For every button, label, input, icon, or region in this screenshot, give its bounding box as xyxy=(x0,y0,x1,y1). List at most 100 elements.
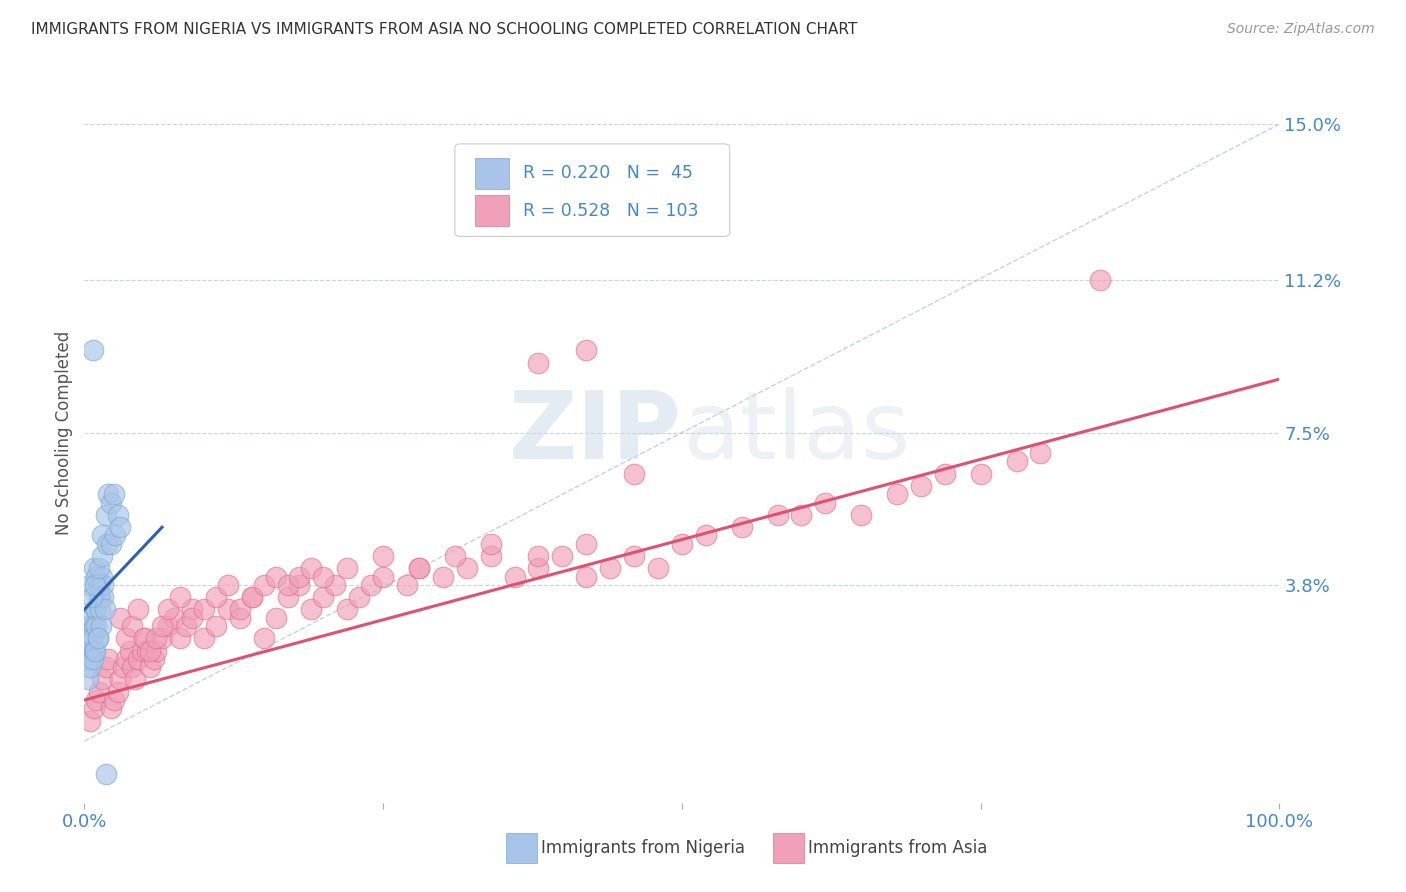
Point xyxy=(312,590,335,604)
Point xyxy=(373,569,395,583)
Point xyxy=(814,495,837,509)
Point xyxy=(205,619,228,633)
Point xyxy=(82,343,104,358)
Point xyxy=(121,619,143,633)
Point xyxy=(886,487,908,501)
Point xyxy=(623,549,645,563)
Point xyxy=(240,590,263,604)
Point xyxy=(288,569,311,583)
Point xyxy=(83,619,105,633)
Point xyxy=(336,602,359,616)
Point xyxy=(82,632,104,646)
Point xyxy=(83,561,105,575)
Point xyxy=(93,602,115,616)
Point xyxy=(86,693,108,707)
Point xyxy=(86,619,108,633)
Point xyxy=(312,569,335,583)
Point xyxy=(91,673,114,687)
Point xyxy=(551,549,574,563)
Point xyxy=(94,508,117,522)
Point xyxy=(89,602,111,616)
Point xyxy=(104,528,127,542)
Point xyxy=(349,590,371,604)
Point xyxy=(253,578,276,592)
Point xyxy=(127,652,149,666)
Point xyxy=(575,536,598,550)
Point xyxy=(229,611,252,625)
Point xyxy=(163,611,186,625)
Point xyxy=(145,643,167,657)
Point xyxy=(100,495,122,509)
Point xyxy=(103,487,125,501)
Point xyxy=(934,467,956,481)
Text: atlas: atlas xyxy=(682,386,910,479)
Text: Immigrants from Asia: Immigrants from Asia xyxy=(808,839,988,857)
Point xyxy=(100,536,122,550)
Point xyxy=(111,660,134,674)
Point xyxy=(599,561,621,575)
Point xyxy=(121,660,143,674)
Point xyxy=(766,508,789,522)
Point xyxy=(277,578,299,592)
Point xyxy=(527,561,550,575)
Point xyxy=(157,602,180,616)
Point xyxy=(110,673,132,687)
Point xyxy=(264,569,287,583)
Point xyxy=(277,590,299,604)
Text: Immigrants from Nigeria: Immigrants from Nigeria xyxy=(541,839,745,857)
Point xyxy=(79,632,101,646)
Point xyxy=(527,549,550,563)
Point xyxy=(970,467,993,481)
Point xyxy=(444,549,467,563)
Point xyxy=(695,528,717,542)
Point xyxy=(94,767,117,781)
Point xyxy=(1090,273,1112,287)
Point xyxy=(87,561,110,575)
FancyBboxPatch shape xyxy=(475,195,509,226)
FancyBboxPatch shape xyxy=(475,158,509,189)
Point xyxy=(288,578,311,592)
Point xyxy=(80,590,103,604)
Point xyxy=(84,602,107,616)
Point xyxy=(217,602,239,616)
Point xyxy=(83,701,105,715)
Point xyxy=(910,479,932,493)
Point xyxy=(408,561,430,575)
Point xyxy=(79,714,101,728)
Point xyxy=(132,632,156,646)
Point xyxy=(139,660,162,674)
Point xyxy=(240,590,263,604)
Point xyxy=(79,578,101,592)
Point xyxy=(157,619,180,633)
Point xyxy=(851,508,873,522)
Point xyxy=(87,590,110,604)
Point xyxy=(575,569,598,583)
Text: R = 0.528   N = 103: R = 0.528 N = 103 xyxy=(523,202,699,219)
Point xyxy=(91,528,114,542)
Point xyxy=(93,590,115,604)
Point xyxy=(118,643,141,657)
Point xyxy=(82,652,104,666)
Point xyxy=(181,602,204,616)
Point xyxy=(193,602,215,616)
Point xyxy=(79,660,101,674)
Point xyxy=(80,611,103,625)
Point xyxy=(790,508,813,522)
Point xyxy=(100,701,122,715)
Point xyxy=(139,643,162,657)
Point xyxy=(150,619,173,633)
Point xyxy=(623,467,645,481)
Point xyxy=(301,602,323,616)
Point xyxy=(174,619,197,633)
Text: R = 0.220   N =  45: R = 0.220 N = 45 xyxy=(523,164,693,183)
Point xyxy=(115,632,138,646)
Point xyxy=(103,693,125,707)
FancyBboxPatch shape xyxy=(456,144,730,236)
Point xyxy=(408,561,430,575)
Point xyxy=(97,487,120,501)
Point xyxy=(479,536,502,550)
Point xyxy=(86,602,108,616)
Point xyxy=(107,508,129,522)
Point xyxy=(142,652,165,666)
Text: Source: ZipAtlas.com: Source: ZipAtlas.com xyxy=(1227,22,1375,37)
